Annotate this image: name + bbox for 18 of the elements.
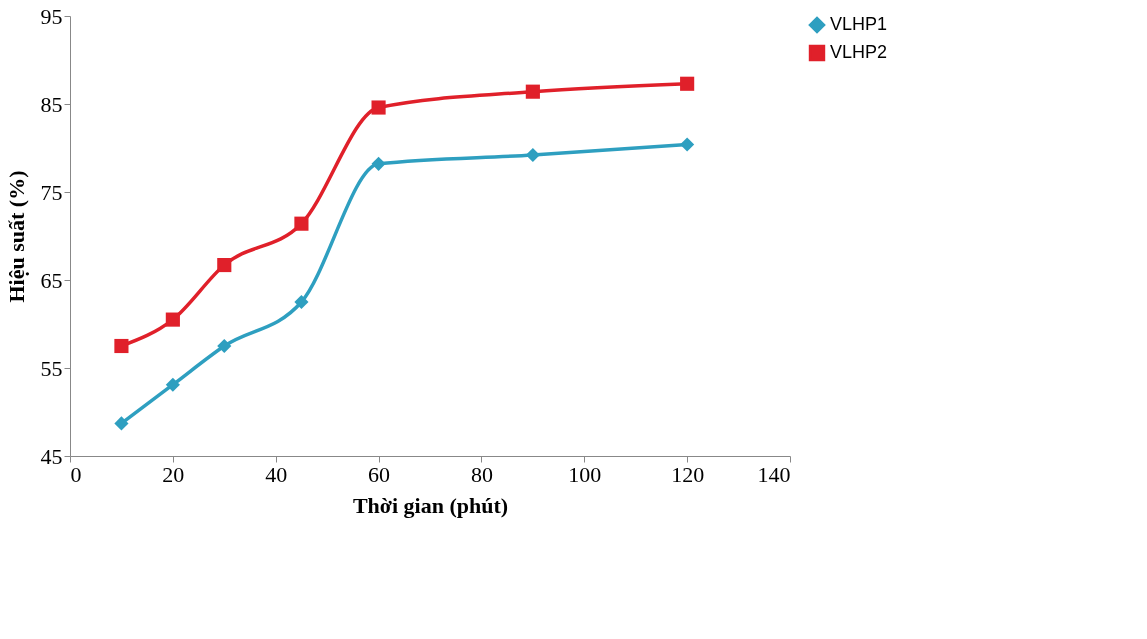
y-tick-label: 75	[40, 179, 63, 205]
y-tick-label: 55	[40, 355, 63, 381]
legend-label: VLHP1	[830, 14, 888, 34]
x-tick-label: 80	[470, 461, 493, 487]
x-tick-label: 40	[265, 461, 288, 487]
x-tick-label: 140	[757, 461, 791, 487]
y-axis-title: Hiệu suất (%)	[3, 170, 29, 303]
y-tick-label: 95	[40, 3, 63, 29]
y-tick-label: 65	[40, 267, 63, 293]
legend-label: VLHP2	[830, 42, 888, 62]
y-tick-label: 45	[40, 443, 63, 469]
x-axis-title: Thời gian (phút)	[352, 492, 509, 518]
x-tick-label: 0	[70, 461, 82, 487]
x-tick-label: 20	[162, 461, 185, 487]
y-tick-label: 85	[40, 91, 63, 117]
x-tick-label: 120	[671, 461, 705, 487]
x-tick-label: 100	[568, 461, 602, 487]
x-tick-label: 60	[368, 461, 391, 487]
